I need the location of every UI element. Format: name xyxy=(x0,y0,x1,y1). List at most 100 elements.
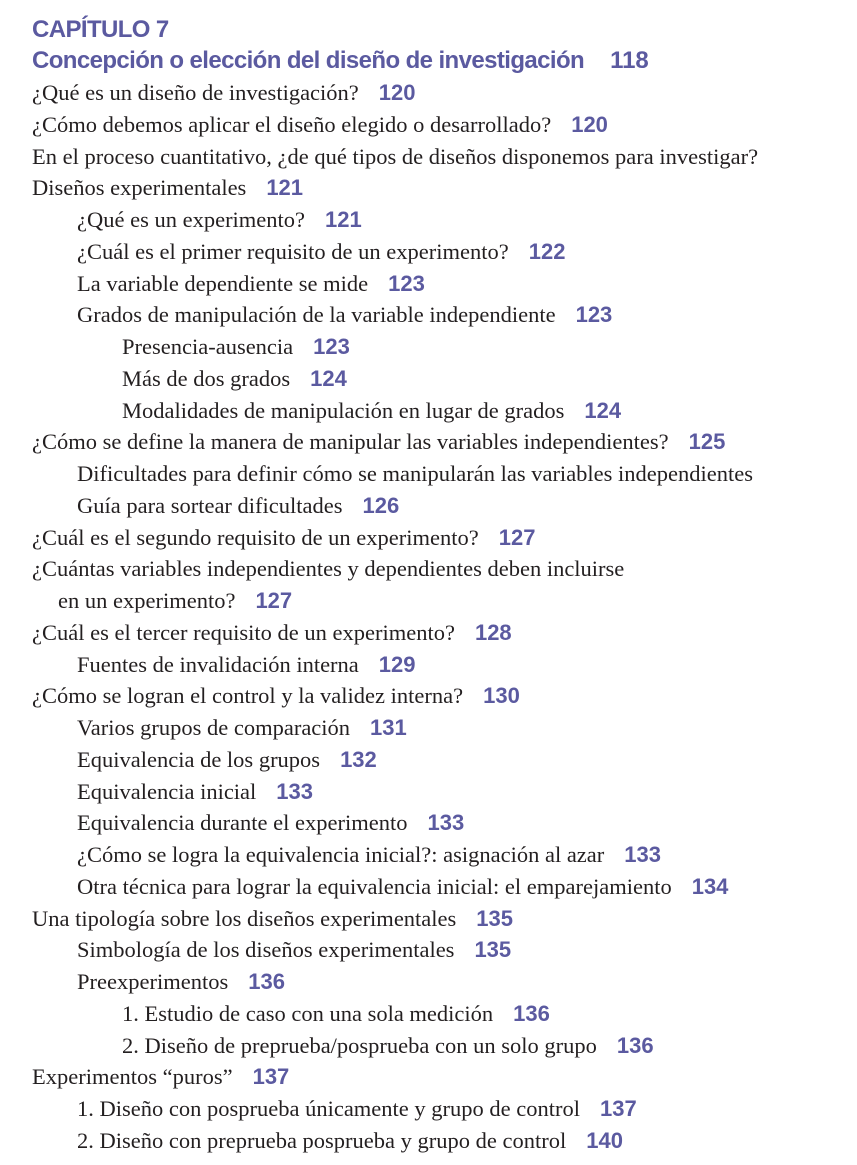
page-number: 137 xyxy=(600,1096,637,1121)
page-number: 123 xyxy=(575,302,613,328)
page-number: 133 xyxy=(427,810,465,836)
toc-entry-title: ¿Cómo debemos aplicar el diseño elegido … xyxy=(32,111,552,137)
page-number: 134 xyxy=(691,873,729,899)
toc-entry[interactable]: ¿Cómo se define la manera de manipular l… xyxy=(32,426,725,458)
page-number: 120 xyxy=(571,111,608,137)
toc-entry[interactable]: Una tipología sobre los diseños experime… xyxy=(32,903,513,935)
toc-entry[interactable]: Varios grupos de comparación 131 xyxy=(77,712,407,744)
page-number: 140 xyxy=(586,1127,623,1153)
toc-entry-title: Grados de manipulación de la variable in… xyxy=(77,302,556,328)
toc-entry[interactable]: Equivalencia de los grupos 132 xyxy=(77,744,377,776)
toc-entry[interactable]: La variable dependiente se mide 123 xyxy=(77,268,425,300)
toc-entry[interactable]: ¿Cómo se logran el control y la validez … xyxy=(32,680,520,712)
page-number: 124 xyxy=(584,397,622,423)
toc-entry[interactable]: 2. Diseño con preprueba posprueba y grup… xyxy=(77,1125,623,1157)
page-number: 132 xyxy=(340,746,377,772)
toc-entry[interactable]: Simbología de los diseños experimentales… xyxy=(77,934,511,966)
page-number: 135 xyxy=(474,937,512,963)
toc-entry-title: ¿Cómo se logra la equivalencia inicial?:… xyxy=(77,842,605,867)
toc-entry-title: Más de dos grados xyxy=(122,365,291,391)
toc-entry-title: 2. Diseño de preprueba/posprueba con un … xyxy=(122,1032,597,1058)
toc-entry-title: Equivalencia de los grupos xyxy=(77,746,321,772)
toc-entry[interactable]: Otra técnica para lograr la equivalencia… xyxy=(77,871,728,903)
page-number: 130 xyxy=(483,683,520,709)
toc-entry-title: ¿Qué es un diseño de investigación? xyxy=(32,80,359,105)
toc-entry[interactable]: Más de dos grados 124 xyxy=(122,363,347,395)
chapter-title: Concepción o elección del diseño de inve… xyxy=(32,47,585,74)
toc-entry-title: En el proceso cuantitativo, ¿de qué tipo… xyxy=(32,143,759,169)
toc-entry-title: ¿Cuál es el segundo requisito de un expe… xyxy=(32,524,479,550)
toc-entry-title: ¿Cómo se logran el control y la validez … xyxy=(32,683,464,709)
toc-entry[interactable]: ¿Cuál es el segundo requisito de un expe… xyxy=(32,522,535,554)
toc-entry[interactable]: ¿Cómo debemos aplicar el diseño elegido … xyxy=(32,109,608,141)
toc-entry[interactable]: ¿Cuántas variables independientes y depe… xyxy=(32,553,624,585)
page-number: 136 xyxy=(513,1000,550,1026)
toc-entry[interactable]: Experimentos “puros” 137 xyxy=(32,1061,289,1093)
toc-entry-title: Equivalencia durante el experimento xyxy=(77,810,408,836)
page-number: 133 xyxy=(276,778,314,804)
page-number: 129 xyxy=(378,651,416,677)
toc-entry-title: ¿Qué es un experimento? xyxy=(77,207,306,232)
toc-entry[interactable]: 1. Diseño con posprueba únicamente y gru… xyxy=(77,1093,637,1125)
toc-entry[interactable]: Grados de manipulación de la variable in… xyxy=(77,299,612,331)
toc-entry-title: 1. Estudio de caso con una sola medición xyxy=(122,1000,494,1026)
page-number: 135 xyxy=(476,905,513,931)
toc-entry-title: ¿Cómo se define la manera de manipular l… xyxy=(32,429,669,455)
toc-entry[interactable]: ¿Cuál es el tercer requisito de un exper… xyxy=(32,617,512,649)
toc-entry-title: Otra técnica para lograr la equivalencia… xyxy=(77,873,672,899)
toc-entry-title: 1. Diseño con posprueba únicamente y gru… xyxy=(77,1096,580,1121)
toc-entry-title: Experimentos “puros” xyxy=(32,1064,233,1090)
toc-entry-title: 2. Diseño con preprueba posprueba y grup… xyxy=(77,1127,567,1153)
toc-entry[interactable]: 2. Diseño de preprueba/posprueba con un … xyxy=(122,1030,654,1062)
toc-entry[interactable]: ¿Qué es un diseño de investigación? 120 xyxy=(32,77,416,109)
page-number: 127 xyxy=(255,588,293,613)
page-number: 124 xyxy=(310,365,347,391)
toc-entry-title: Dificultades para definir cómo se manipu… xyxy=(77,461,753,486)
page-number: 123 xyxy=(313,334,350,359)
toc-entry[interactable]: ¿Cómo se logra la equivalencia inicial?:… xyxy=(77,839,661,871)
toc-entry[interactable]: Equivalencia durante el experimento 133 xyxy=(77,807,464,839)
toc-entry-title: La variable dependiente se mide xyxy=(77,270,369,296)
page-number: 120 xyxy=(378,80,416,105)
toc-entry[interactable]: en un experimento? 127 xyxy=(58,585,292,617)
page-number: 123 xyxy=(388,270,425,296)
page-number: 133 xyxy=(624,842,661,867)
toc-entry-title: en un experimento? xyxy=(58,588,236,613)
toc-entry[interactable]: Fuentes de invalidación interna 129 xyxy=(77,649,416,681)
toc-entry[interactable]: Modalidades de manipulación en lugar de … xyxy=(122,395,621,427)
toc-entry[interactable]: Diseños experimentales 121 xyxy=(32,172,303,204)
page-number: 136 xyxy=(248,969,285,994)
toc-entry[interactable]: ¿Qué es un experimento? 121 xyxy=(77,204,362,236)
toc-entry-title: Preexperimentos xyxy=(77,969,229,994)
toc-entry-title: ¿Cuál es el primer requisito de un exper… xyxy=(77,238,509,264)
toc-entry-title: Guía para sortear dificultades xyxy=(77,492,343,518)
toc-entry-title: Simbología de los diseños experimentales xyxy=(77,937,455,963)
toc-entry[interactable]: Equivalencia inicial 133 xyxy=(77,776,313,808)
toc-entry[interactable]: ¿Cuál es el primer requisito de un exper… xyxy=(77,236,565,268)
toc-entry[interactable]: En el proceso cuantitativo, ¿de qué tipo… xyxy=(32,141,758,173)
chapter-label-text: CAPÍTULO 7 xyxy=(32,16,169,43)
page-number: 136 xyxy=(616,1032,654,1058)
page-number: 121 xyxy=(325,207,362,232)
chapter-label: CAPÍTULO 7 xyxy=(32,14,169,46)
page-number: 121 xyxy=(266,175,304,201)
page-number: 118 xyxy=(610,47,649,74)
toc-entry-title: Varios grupos de comparación xyxy=(77,715,351,740)
toc-entry[interactable]: 1. Estudio de caso con una sola medición… xyxy=(122,998,550,1030)
toc-entry[interactable]: Presencia-ausencia 123 xyxy=(122,331,350,363)
toc-entry-title: ¿Cuál es el tercer requisito de un exper… xyxy=(32,619,455,645)
page-number: 131 xyxy=(370,715,407,740)
page-number: 137 xyxy=(252,1064,290,1090)
toc-entry[interactable]: Dificultades para definir cómo se manipu… xyxy=(77,458,753,490)
toc-entry-title: Diseños experimentales xyxy=(32,175,247,201)
toc-entry[interactable]: Guía para sortear dificultades 126 xyxy=(77,490,399,522)
toc-entry-title: Equivalencia inicial xyxy=(77,778,257,804)
chapter-title-row[interactable]: Concepción o elección del diseño de inve… xyxy=(32,45,649,77)
toc-entry-title: Presencia-ausencia xyxy=(122,334,294,359)
page-number: 122 xyxy=(528,238,566,264)
page-number: 128 xyxy=(474,619,512,645)
toc-entry-title: Modalidades de manipulación en lugar de … xyxy=(122,397,565,423)
page-number: 126 xyxy=(362,492,400,518)
toc-entry-title: ¿Cuántas variables independientes y depe… xyxy=(32,556,625,582)
toc-entry[interactable]: Preexperimentos 136 xyxy=(77,966,285,998)
